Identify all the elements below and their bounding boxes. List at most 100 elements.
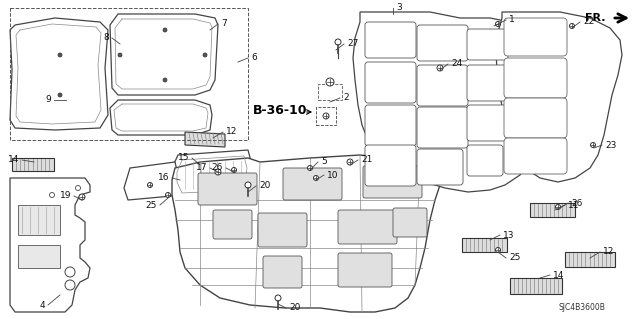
Circle shape xyxy=(347,159,353,165)
Polygon shape xyxy=(10,18,108,130)
FancyBboxPatch shape xyxy=(417,25,468,61)
FancyBboxPatch shape xyxy=(258,213,307,247)
Circle shape xyxy=(65,267,75,277)
Text: 19: 19 xyxy=(60,191,71,201)
Text: 25: 25 xyxy=(146,201,157,210)
Text: SJC4B3600B: SJC4B3600B xyxy=(558,303,605,313)
Text: 20: 20 xyxy=(259,182,270,190)
Text: 10: 10 xyxy=(327,170,339,180)
Text: 7: 7 xyxy=(221,19,227,28)
FancyBboxPatch shape xyxy=(417,107,468,148)
Text: 22: 22 xyxy=(583,18,595,26)
Text: 17: 17 xyxy=(195,164,207,173)
Polygon shape xyxy=(172,155,440,312)
Circle shape xyxy=(118,53,122,57)
Circle shape xyxy=(147,182,152,188)
Polygon shape xyxy=(12,158,54,171)
Polygon shape xyxy=(18,205,60,235)
Text: B-36-10: B-36-10 xyxy=(253,103,307,116)
FancyBboxPatch shape xyxy=(504,18,567,56)
Text: FR.: FR. xyxy=(584,13,605,23)
FancyBboxPatch shape xyxy=(338,210,397,244)
Text: 26: 26 xyxy=(212,164,223,173)
Text: 8: 8 xyxy=(103,33,109,42)
Circle shape xyxy=(314,175,319,181)
FancyBboxPatch shape xyxy=(365,62,416,103)
FancyBboxPatch shape xyxy=(263,256,302,288)
Text: 26: 26 xyxy=(571,198,582,207)
Circle shape xyxy=(570,24,575,28)
Text: 23: 23 xyxy=(605,140,616,150)
Circle shape xyxy=(275,295,281,301)
Circle shape xyxy=(307,166,312,170)
Text: 16: 16 xyxy=(157,174,169,182)
Circle shape xyxy=(335,39,341,45)
Circle shape xyxy=(58,93,62,97)
Polygon shape xyxy=(353,12,550,192)
Circle shape xyxy=(166,192,170,197)
FancyBboxPatch shape xyxy=(363,166,422,198)
Circle shape xyxy=(79,194,85,200)
Circle shape xyxy=(76,186,81,190)
Circle shape xyxy=(58,53,62,57)
FancyBboxPatch shape xyxy=(338,253,392,287)
Text: 5: 5 xyxy=(321,158,327,167)
FancyBboxPatch shape xyxy=(365,145,416,186)
Text: 11: 11 xyxy=(568,201,579,210)
Circle shape xyxy=(65,280,75,290)
Circle shape xyxy=(49,192,54,197)
Text: 13: 13 xyxy=(503,231,515,240)
FancyBboxPatch shape xyxy=(198,173,257,205)
Text: 3: 3 xyxy=(396,4,402,12)
FancyBboxPatch shape xyxy=(467,105,508,141)
Circle shape xyxy=(326,78,334,86)
Text: 14: 14 xyxy=(8,155,19,165)
FancyBboxPatch shape xyxy=(283,168,342,200)
FancyBboxPatch shape xyxy=(504,58,567,98)
Circle shape xyxy=(495,21,500,26)
FancyBboxPatch shape xyxy=(417,65,468,106)
Text: 12: 12 xyxy=(226,128,237,137)
Text: 9: 9 xyxy=(45,95,51,105)
Text: 2: 2 xyxy=(343,93,349,102)
Circle shape xyxy=(163,78,167,82)
FancyBboxPatch shape xyxy=(365,105,416,146)
Polygon shape xyxy=(565,252,615,267)
Polygon shape xyxy=(510,278,562,294)
Text: 1: 1 xyxy=(509,16,515,25)
Polygon shape xyxy=(124,162,178,200)
FancyBboxPatch shape xyxy=(316,107,336,125)
Text: 21: 21 xyxy=(361,155,372,165)
Circle shape xyxy=(203,53,207,57)
Text: 15: 15 xyxy=(177,153,189,162)
Text: 6: 6 xyxy=(251,54,257,63)
Circle shape xyxy=(591,143,595,147)
FancyBboxPatch shape xyxy=(213,210,252,239)
Polygon shape xyxy=(530,203,575,217)
FancyBboxPatch shape xyxy=(417,149,463,185)
Text: 25: 25 xyxy=(509,254,520,263)
FancyBboxPatch shape xyxy=(504,138,567,174)
FancyBboxPatch shape xyxy=(365,22,416,58)
Polygon shape xyxy=(496,12,622,182)
FancyBboxPatch shape xyxy=(504,98,567,138)
Circle shape xyxy=(323,113,329,119)
FancyBboxPatch shape xyxy=(467,29,508,60)
Circle shape xyxy=(215,169,221,175)
FancyBboxPatch shape xyxy=(318,84,342,100)
Polygon shape xyxy=(10,178,90,312)
Text: 24: 24 xyxy=(451,60,462,69)
Polygon shape xyxy=(110,14,218,95)
FancyBboxPatch shape xyxy=(467,145,503,176)
Circle shape xyxy=(556,204,561,210)
Polygon shape xyxy=(172,150,252,198)
Circle shape xyxy=(245,182,251,188)
Circle shape xyxy=(495,248,500,253)
FancyBboxPatch shape xyxy=(467,65,508,101)
Text: 14: 14 xyxy=(553,271,564,279)
Text: 12: 12 xyxy=(603,248,614,256)
Text: 4: 4 xyxy=(40,300,45,309)
Polygon shape xyxy=(18,245,60,268)
Circle shape xyxy=(163,28,167,32)
Text: 27: 27 xyxy=(347,40,358,48)
